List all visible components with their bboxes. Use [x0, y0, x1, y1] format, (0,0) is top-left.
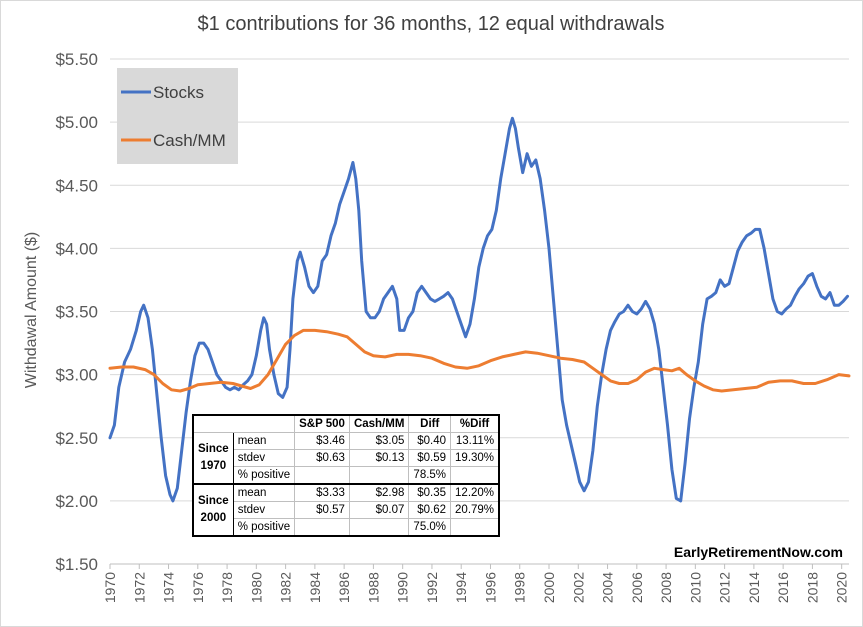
table-row: Since 2000 mean $3.33 $2.98 $0.35 12.20%	[192, 483, 500, 537]
cell-sp500: $0.63	[294, 449, 350, 467]
x-tick-label: 2012	[717, 572, 733, 603]
legend: Stocks Cash/MM	[117, 68, 238, 164]
x-tick-label: 1988	[365, 572, 381, 603]
x-tick-labels: 1970 1972 1974 1976 1978 1980 1982 1984 1986 1988…	[102, 572, 850, 603]
x-tick-label: 1972	[131, 572, 147, 603]
stats-header-diff: Diff	[408, 414, 452, 433]
cell-pdiff: 19.30%	[450, 449, 500, 467]
x-tick-label: 1992	[424, 572, 440, 603]
group-label-line2: 2000	[200, 512, 227, 524]
y-tick-label: $4.50	[55, 176, 98, 195]
watermark: EarlyRetirementNow.com	[674, 544, 843, 560]
x-tick-label: 1990	[395, 572, 411, 603]
row-label: stdev	[232, 501, 296, 519]
group-label-line2: 1970	[200, 460, 227, 472]
stats-header-sp500: S&P 500	[294, 414, 350, 433]
cell-sp500: $3.46	[294, 432, 350, 450]
stats-header-row: S&P 500 Cash/MM Diff %Diff	[193, 414, 500, 433]
table-row: stdev $0.57 $0.07 $0.62 20.79%	[193, 501, 500, 519]
cell-pdiff	[450, 466, 500, 485]
cell-cash: $0.13	[348, 449, 410, 467]
stats-table: S&P 500 Cash/MM Diff %Diff Since 1970 me…	[192, 414, 501, 537]
y-tick-label: $5.00	[55, 113, 98, 132]
cell-cash: $0.07	[348, 501, 410, 519]
table-row: Since 1970 mean $3.46 $3.05 $0.40 13.11%	[192, 432, 500, 485]
cell-sp500: $3.33	[294, 483, 350, 502]
cell-sp500	[294, 466, 350, 485]
group-label-line1: Since	[198, 495, 229, 507]
cell-cash	[348, 466, 410, 485]
stats-header-blank	[193, 415, 296, 433]
cell-diff: $0.59	[408, 449, 452, 467]
cell-diff: $0.35	[408, 483, 452, 502]
cell-diff: 78.5%	[408, 466, 452, 485]
x-tick-label: 2010	[687, 572, 703, 603]
x-tick-label: 1974	[161, 572, 177, 603]
cell-diff: $0.40	[408, 432, 452, 450]
cell-cash: $3.05	[348, 432, 410, 450]
cell-cash: $2.98	[348, 483, 410, 502]
x-tick-label: 2014	[746, 572, 762, 603]
cell-sp500: $0.57	[294, 501, 350, 519]
series-line-stocks	[108, 116, 849, 503]
row-label: mean	[232, 432, 296, 450]
group-label-line1: Since	[198, 443, 229, 455]
x-tick-label: 1996	[482, 572, 498, 603]
y-tick-label: $2.50	[55, 429, 98, 448]
y-tick-labels: $1.50 $2.00 $2.50 $3.00 $3.50 $4.00 $4.50 $5.00…	[55, 50, 98, 574]
chart-title: $1 contributions for 36 months, 12 equal…	[198, 13, 665, 35]
y-tick-label: $3.50	[55, 303, 98, 322]
table-row: stdev $0.63 $0.13 $0.59 19.30%	[193, 449, 500, 467]
x-tick-label: 1998	[512, 572, 528, 603]
x-tick-label: 2008	[658, 572, 674, 603]
cell-diff: 75.0%	[408, 518, 452, 537]
x-tick-label: 1986	[336, 572, 352, 603]
cell-cash	[348, 518, 410, 537]
x-tick-label: 1994	[453, 572, 469, 603]
table-row: % positive 75.0%	[193, 518, 500, 537]
row-label: stdev	[232, 449, 296, 467]
legend-label-stocks: Stocks	[153, 83, 204, 102]
cell-pdiff: 20.79%	[450, 501, 500, 519]
row-label: mean	[232, 483, 296, 502]
group-label-2000: Since 2000	[192, 483, 234, 537]
x-tick-label: 1984	[307, 572, 323, 603]
stats-header-pdiff: %Diff	[450, 414, 500, 433]
y-tick-label: $1.50	[55, 555, 98, 574]
legend-label-cash: Cash/MM	[153, 131, 226, 150]
x-tick-label: 1980	[248, 572, 264, 603]
y-tick-label: $4.00	[55, 239, 98, 258]
x-tick-label: 2016	[775, 572, 791, 603]
series-line-cash	[108, 328, 851, 393]
cell-sp500	[294, 518, 350, 537]
x-tick-label: 1970	[102, 572, 118, 603]
stats-header-cash: Cash/MM	[348, 414, 410, 433]
legend-box	[117, 68, 238, 164]
x-tick-label: 1976	[190, 572, 206, 603]
y-tick-label: $5.50	[55, 50, 98, 69]
table-row: % positive 78.5%	[193, 466, 500, 485]
y-axis-label: Withdawal Amount ($)	[23, 232, 40, 389]
cell-pdiff: 12.20%	[450, 483, 500, 502]
group-label-1970: Since 1970	[192, 432, 234, 485]
x-tick-label: 1982	[278, 572, 294, 603]
series-lines	[108, 116, 851, 503]
x-tick-label: 2018	[804, 572, 820, 603]
y-tick-label: $2.00	[55, 492, 98, 511]
y-tick-label: $3.00	[55, 366, 98, 385]
cell-pdiff	[450, 518, 500, 537]
x-tick-label: 2000	[541, 572, 557, 603]
cell-pdiff: 13.11%	[450, 432, 500, 450]
x-tick-label: 2002	[570, 572, 586, 603]
row-label: % positive	[232, 466, 296, 485]
row-label: % positive	[232, 518, 296, 537]
x-tick-label: 1978	[219, 572, 235, 603]
cell-diff: $0.62	[408, 501, 452, 519]
x-tick-label: 2004	[600, 572, 616, 603]
x-tick-label: 2020	[834, 572, 850, 603]
x-tick-label: 2006	[629, 572, 645, 603]
